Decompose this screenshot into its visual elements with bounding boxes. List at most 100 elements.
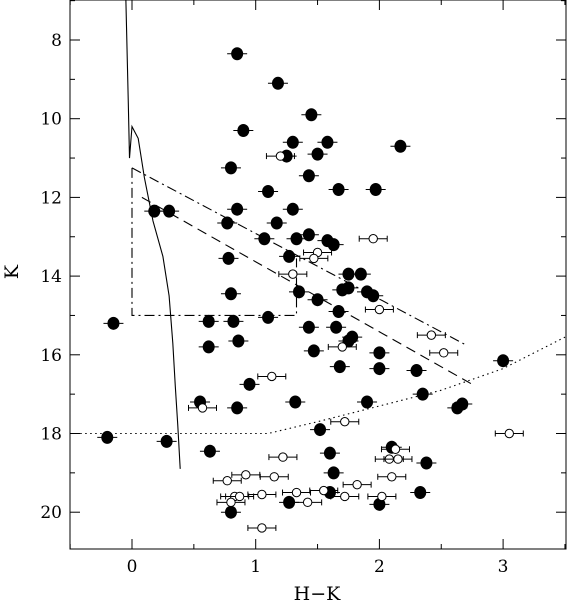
data-point-open xyxy=(368,234,378,244)
data-point-open xyxy=(426,330,437,340)
data-point-open xyxy=(337,342,347,352)
data-point-open xyxy=(291,487,302,498)
y-tick-label: 20 xyxy=(40,503,62,523)
data-point-open xyxy=(504,428,514,439)
x-axis-title: H−K xyxy=(294,583,341,604)
data-point-filled xyxy=(311,147,324,161)
data-point-filled xyxy=(224,287,237,301)
data-point-open xyxy=(309,253,319,264)
data-point-filled xyxy=(332,305,345,319)
y-tick-label: 16 xyxy=(40,346,62,366)
data-point-filled xyxy=(202,340,215,354)
data-point-open xyxy=(319,485,329,496)
data-point-filled xyxy=(342,267,355,281)
data-point-open xyxy=(222,476,232,486)
data-point-filled xyxy=(410,364,423,378)
data-point-filled xyxy=(361,395,374,409)
data-point-filled xyxy=(231,401,244,415)
y-tick-label: 10 xyxy=(40,110,62,130)
data-point-open xyxy=(257,523,267,533)
data-point-filled xyxy=(231,47,244,61)
data-point-filled xyxy=(160,434,173,448)
x-tick-label: 2 xyxy=(374,557,385,577)
data-point-filled xyxy=(262,310,275,324)
data-point-filled xyxy=(307,344,320,358)
x-tick-label: 3 xyxy=(498,557,509,577)
data-point-open xyxy=(393,454,403,464)
data-point-filled xyxy=(451,401,464,415)
data-point-open xyxy=(352,479,362,490)
data-point-open xyxy=(275,151,286,161)
data-point-open xyxy=(288,269,298,279)
data-point-filled xyxy=(286,202,299,216)
data-point-open xyxy=(241,470,251,480)
y-axis-title: K xyxy=(1,264,23,279)
y-tick-label: 18 xyxy=(40,425,62,445)
data-point-filled xyxy=(420,456,433,470)
data-point-open xyxy=(269,472,279,482)
data-point-filled xyxy=(227,314,240,328)
data-point-filled xyxy=(203,444,216,458)
data-point-open xyxy=(267,371,277,382)
data-point-filled xyxy=(497,354,510,368)
data-point-filled xyxy=(107,316,120,330)
data-point-filled xyxy=(302,228,315,242)
data-point-filled xyxy=(311,293,324,307)
data-point-filled xyxy=(101,430,114,444)
points-layer xyxy=(97,47,524,533)
data-point-open xyxy=(340,491,350,502)
data-point-open xyxy=(387,472,397,482)
data-point-filled xyxy=(224,161,237,175)
data-point-filled xyxy=(148,204,161,218)
data-point-open xyxy=(340,416,350,427)
data-point-filled xyxy=(222,251,235,265)
dashed-line xyxy=(141,196,473,385)
data-point-open xyxy=(278,452,288,462)
data-point-filled xyxy=(283,495,296,509)
data-point-filled xyxy=(342,281,355,295)
data-point-filled xyxy=(373,346,386,360)
data-point-filled xyxy=(314,423,327,437)
data-point-filled xyxy=(330,320,343,334)
data-point-filled xyxy=(416,387,429,401)
data-point-filled xyxy=(327,466,340,480)
solid-line xyxy=(125,0,181,469)
data-point-filled xyxy=(394,139,407,153)
data-point-filled xyxy=(283,249,296,263)
data-point-open xyxy=(302,497,313,508)
data-point-filled xyxy=(243,377,256,391)
y-tick-label: 14 xyxy=(40,267,62,287)
data-point-open xyxy=(257,489,267,500)
data-point-filled xyxy=(327,238,340,252)
data-point-open xyxy=(374,304,385,315)
data-point-open xyxy=(226,497,236,508)
data-point-filled xyxy=(232,334,245,348)
data-point-open xyxy=(439,348,449,358)
data-point-filled xyxy=(302,169,315,183)
data-point-filled xyxy=(332,183,345,197)
plot-frame xyxy=(69,0,567,550)
data-point-filled xyxy=(292,285,305,299)
data-point-open xyxy=(377,491,387,502)
data-point-filled xyxy=(323,446,336,460)
data-point-filled xyxy=(163,204,176,218)
data-point-filled xyxy=(231,202,244,216)
y-tick-label: 8 xyxy=(51,31,62,51)
data-point-filled xyxy=(237,124,250,138)
data-point-filled xyxy=(367,289,380,303)
data-point-filled xyxy=(369,183,382,197)
data-point-open xyxy=(197,403,208,413)
data-point-filled xyxy=(333,360,346,374)
data-point-filled xyxy=(258,232,271,246)
data-point-filled xyxy=(354,267,367,281)
data-point-filled xyxy=(262,184,275,198)
data-point-filled xyxy=(290,232,303,246)
data-point-filled xyxy=(414,486,427,500)
data-point-open xyxy=(234,491,245,502)
data-point-filled xyxy=(270,216,283,230)
data-point-filled xyxy=(302,320,315,334)
data-point-filled xyxy=(271,76,284,90)
data-point-filled xyxy=(224,505,237,519)
